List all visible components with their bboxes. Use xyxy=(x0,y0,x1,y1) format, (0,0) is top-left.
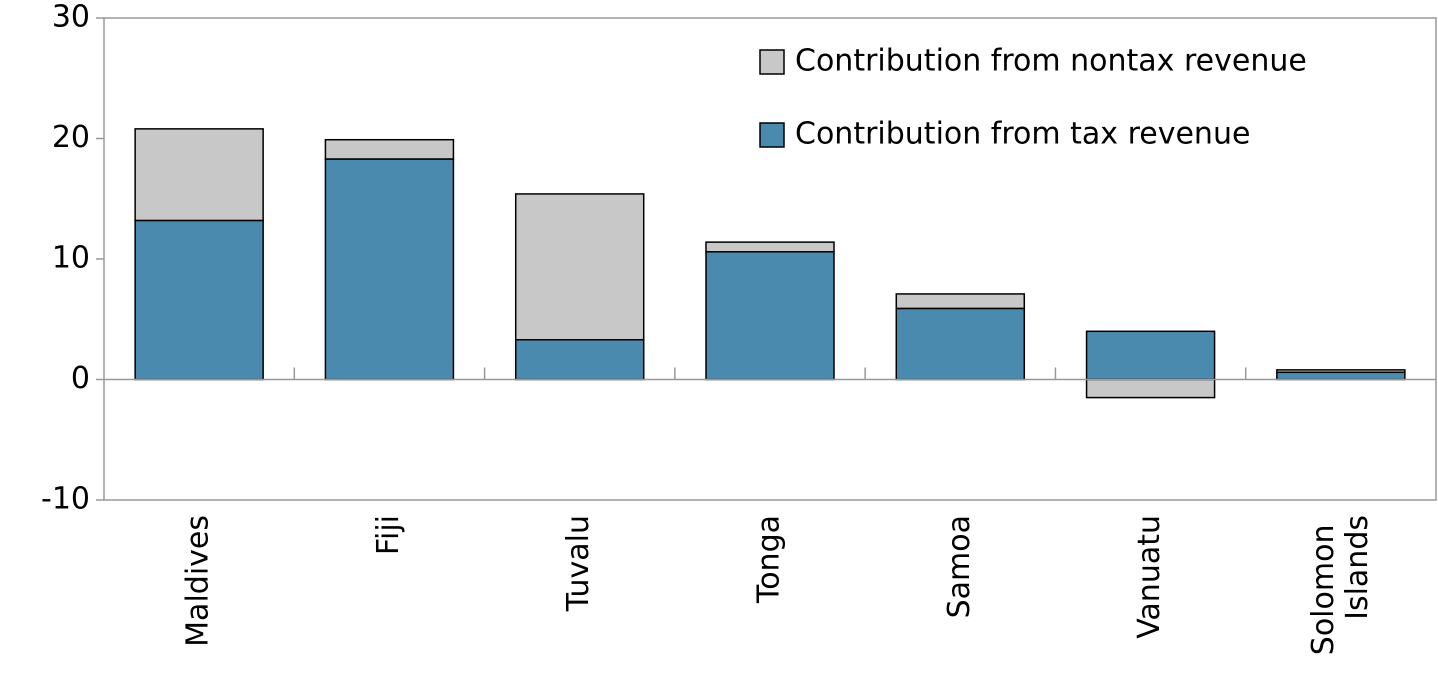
bar-segment xyxy=(1276,369,1406,374)
legend-label: Contribution from tax revenue xyxy=(795,117,1250,152)
legend-swatch xyxy=(759,49,785,75)
x-tick-label: Tuvalu xyxy=(561,515,596,612)
bar-segment xyxy=(324,138,455,160)
bar-segment xyxy=(1085,378,1216,399)
bar-segment xyxy=(324,158,455,381)
x-tick-label: Tonga xyxy=(752,515,787,604)
x-tick-label: Samoa xyxy=(942,515,977,618)
bar-segment xyxy=(134,128,264,222)
y-tick-label: -10 xyxy=(41,482,90,517)
y-tick-label: 0 xyxy=(71,361,90,396)
legend-swatch xyxy=(759,122,785,148)
bar-segment xyxy=(895,293,1026,310)
bar-segment xyxy=(1276,371,1406,381)
bar-segment xyxy=(134,219,264,381)
bar-segment xyxy=(705,251,835,381)
bar-segment xyxy=(514,338,645,381)
bar-segment xyxy=(1085,330,1216,381)
legend-label: Contribution from nontax revenue xyxy=(795,44,1307,79)
y-tick-label: 10 xyxy=(52,241,90,276)
x-tick-label: Maldives xyxy=(181,515,216,647)
y-tick-label: 20 xyxy=(52,120,90,155)
bar-segment xyxy=(705,241,835,253)
x-tick-label: Fiji xyxy=(371,515,406,555)
x-tick-label: Vanuatu xyxy=(1132,515,1167,639)
bar-segment xyxy=(895,307,1026,381)
y-tick-label: 30 xyxy=(52,0,90,35)
x-tick-label: Solomon Islands xyxy=(1305,515,1374,655)
bar-segment xyxy=(514,193,645,341)
